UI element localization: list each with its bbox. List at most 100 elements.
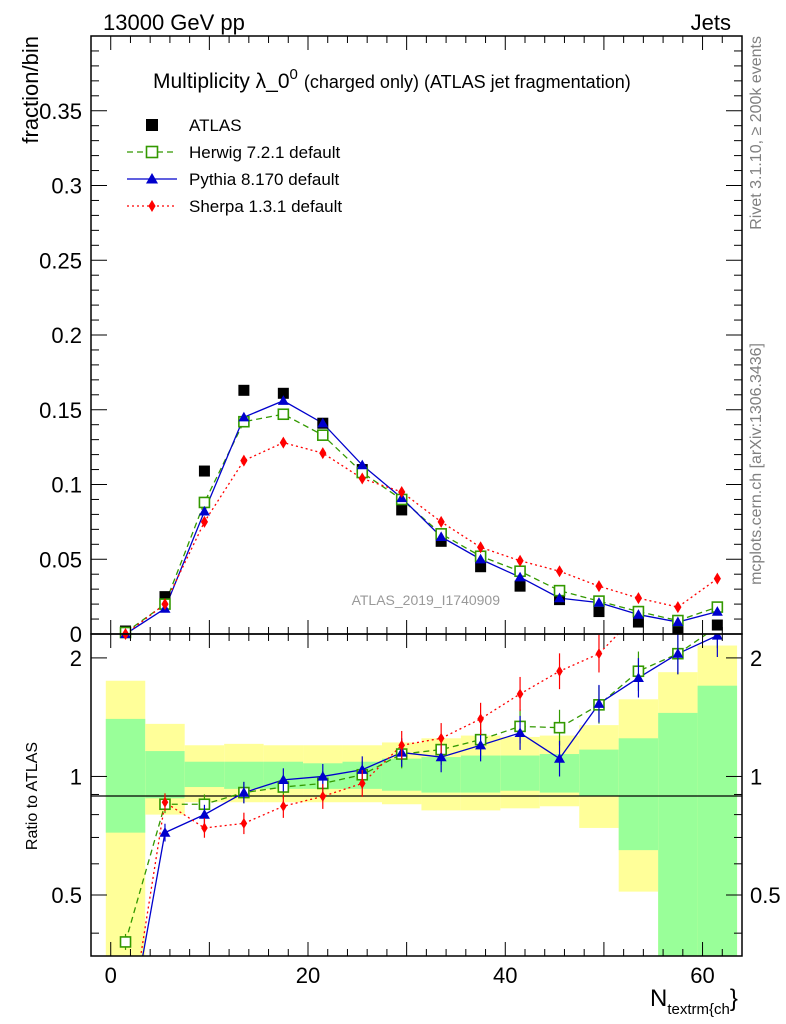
point-pythia-8-170-default <box>356 459 368 470</box>
ratio-point-sherpa-1-3-1-default <box>161 796 169 808</box>
point-pythia-8-170-default <box>198 505 210 516</box>
y-tick-label-bottom: 0.5 <box>51 883 82 908</box>
y-axis-label-top: fraction/bin <box>18 36 43 144</box>
ratio-point-herwig-7-2-1-default <box>119 936 132 948</box>
ratio-point-sherpa-1-3-1-default <box>240 817 248 829</box>
legend-label-pythia-8-170-default: Pythia 8.170 default <box>189 170 340 189</box>
point-sherpa-1-3-1-default <box>200 515 209 528</box>
energy-label: 13000 GeV pp <box>103 10 245 35</box>
ratio-point-pythia-8-170-default <box>356 764 368 774</box>
line-sherpa-1-3-1-default <box>125 441 718 635</box>
point-sherpa-1-3-1-default <box>674 601 682 614</box>
ratio-point-sherpa-1-3-1-default <box>516 688 524 700</box>
point-sherpa-1-3-1-default <box>477 541 485 554</box>
x-axis-label: Ntextrm{ch} <box>650 985 738 1018</box>
ratio-point-sherpa-1-3-1-default <box>477 713 484 725</box>
ratio-point-pythia-8-170-default <box>672 648 684 658</box>
point-herwig-7-2-1-default <box>316 429 329 441</box>
ratio-point-pythia-8-170-default <box>514 727 526 738</box>
chart-title-main: Multiplicity λ_0 <box>153 70 290 93</box>
point-sherpa-1-3-1-default <box>161 598 169 611</box>
ratio-point-pythia-8-170-default <box>317 770 329 781</box>
main-plot-panel: 0 0.05 0.1 0.15 0.2 0.25 0.3 0.35 <box>39 35 743 647</box>
point-atlas <box>632 616 644 628</box>
legend: ATLAS Herwig 7.2.1 default Pythia 8.170 de… <box>127 116 342 216</box>
point-sherpa-1-3-1-default <box>516 554 524 567</box>
y-tick-label-top: 0.3 <box>51 174 82 199</box>
point-pythia-8-170-default <box>475 553 487 564</box>
y-tick-label-bottom: 1 <box>70 764 82 789</box>
point-sherpa-1-3-1-default <box>240 454 248 467</box>
point-pythia-8-170-default <box>317 417 329 428</box>
rivet-label: Rivet 3.1.10, ≥ 200k events <box>748 36 765 230</box>
legend-marker-pythia-8-170-default <box>146 173 158 184</box>
point-atlas <box>277 387 289 399</box>
x-tick-label: 40 <box>493 963 517 988</box>
point-sherpa-1-3-1-default <box>358 472 366 485</box>
point-pythia-8-170-default <box>593 597 605 607</box>
ratio-plot-frame <box>90 633 743 957</box>
y-tick-label-top: 0.05 <box>39 547 82 572</box>
ratio-band-inner <box>460 755 501 793</box>
y-axis-label-bottom: Ratio to ATLAS <box>24 742 41 850</box>
point-pythia-8-170-default <box>711 606 723 616</box>
point-atlas <box>198 465 210 477</box>
point-sherpa-1-3-1-default <box>713 572 721 585</box>
legend-label-sherpa-1-3-1-default: Sherpa 1.3.1 default <box>189 197 342 216</box>
point-pythia-8-170-default <box>554 592 566 603</box>
chart-title-suffix: (charged only) (ATLAS jet fragmentation) <box>304 72 631 92</box>
point-pythia-8-170-default <box>277 395 289 405</box>
y-tick-label-top: 0.1 <box>51 473 82 498</box>
point-sherpa-1-3-1-default <box>319 447 327 460</box>
y-tick-label-top: 0 <box>70 622 82 647</box>
legend-marker-sherpa-1-3-1-default <box>148 200 156 212</box>
ratio-point-sherpa-1-3-1-default <box>595 648 603 660</box>
y-tick-label-top: 0.35 <box>39 99 82 124</box>
point-atlas <box>514 580 526 592</box>
point-atlas <box>593 606 605 618</box>
point-atlas <box>711 619 723 631</box>
x-tick-label: 0 <box>105 963 117 988</box>
point-pythia-8-170-default <box>435 531 447 541</box>
chart-title: Multiplicity λ_00 (charged only) (ATLAS j… <box>153 66 631 93</box>
ratio-point-pythia-8-170-default <box>435 751 447 762</box>
x-axis-label-main: N <box>650 985 667 1012</box>
x-axis-label-tail: } <box>730 985 738 1012</box>
ratio-point-sherpa-1-3-1-default <box>358 777 366 789</box>
x-axis-label-subscript: textrm{ch <box>667 1001 730 1018</box>
y-tick-label-bottom-right: 1 <box>750 764 762 789</box>
y-tick-label-bottom-right: 0.5 <box>750 883 781 908</box>
point-sherpa-1-3-1-default <box>634 592 643 605</box>
ratio-point-pythia-8-170-default <box>554 753 566 763</box>
ratio-point-sherpa-1-3-1-default <box>201 822 208 834</box>
ratio-point-sherpa-1-3-1-default <box>437 732 445 744</box>
x-tick-label: 20 <box>296 963 320 988</box>
ratio-point-sherpa-1-3-1-default <box>280 800 287 812</box>
point-sherpa-1-3-1-default <box>595 580 603 593</box>
y-tick-label-bottom-right: 2 <box>750 646 762 671</box>
y-tick-label-bottom: 2 <box>70 646 82 671</box>
point-sherpa-1-3-1-default <box>437 515 445 528</box>
point-sherpa-1-3-1-default <box>555 565 564 578</box>
ratio-line-pythia-8-170-default <box>142 634 718 956</box>
point-pythia-8-170-default <box>672 616 684 627</box>
point-pythia-8-170-default <box>238 411 250 422</box>
ratio-point-pythia-8-170-default <box>593 698 605 708</box>
point-pythia-8-170-default <box>514 571 526 582</box>
point-pythia-8-170-default <box>632 609 644 619</box>
point-atlas <box>396 504 408 516</box>
ratio-point-pythia-8-170-default <box>711 634 723 640</box>
point-herwig-7-2-1-default <box>277 408 290 421</box>
ratio-band-inner <box>618 738 659 851</box>
ratio-point-sherpa-1-3-1-default <box>398 739 406 751</box>
point-atlas <box>238 384 250 396</box>
point-atlas <box>672 622 684 634</box>
ratio-point-pythia-8-170-default <box>159 827 171 837</box>
ratio-point-herwig-7-2-1-default <box>553 721 566 734</box>
legend-marker-atlas <box>146 119 158 131</box>
analysis-watermark: ATLAS_2019_I1740909 <box>352 592 501 608</box>
ratio-band-inner <box>658 712 698 956</box>
ratio-plot-panel: 0 20 40 60 0.5 0.5 1 1 2 2 <box>51 633 781 988</box>
chart-title-superscript: 0 <box>290 66 298 83</box>
